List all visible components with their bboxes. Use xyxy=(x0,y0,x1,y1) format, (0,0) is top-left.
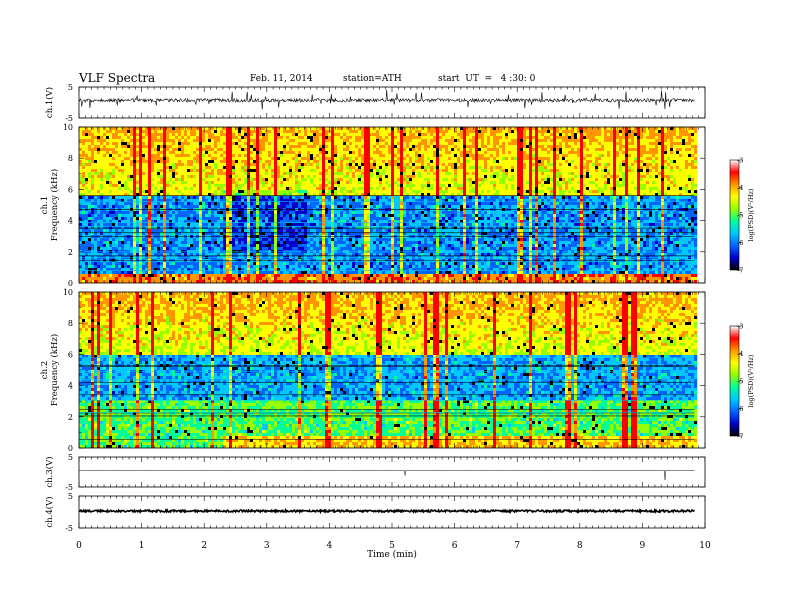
x-tick-label: 3 xyxy=(264,541,270,551)
station-label: station=ATH xyxy=(343,74,402,84)
ch1-waveform-ylabel: ch.1(V) xyxy=(44,87,55,118)
y-tick-label: -5 xyxy=(65,524,73,533)
x-tick-label: 1 xyxy=(139,541,145,551)
y-tick-label: 5 xyxy=(68,83,73,92)
colorbar-tick-label: -5 xyxy=(737,378,743,386)
colorbar-tick-label: -6 xyxy=(737,405,743,413)
colorbar-tick-label: -3 xyxy=(737,323,743,331)
y-tick-label: 2 xyxy=(68,413,73,422)
x-tick-label: 5 xyxy=(389,541,395,551)
x-tick-label: 6 xyxy=(452,541,458,551)
colorbar-label: log(PSD)(V²/Hz) xyxy=(747,188,755,241)
ch2-spectrogram-ylabel: ch.2 xyxy=(40,361,50,379)
x-axis-label: Time (min) xyxy=(367,549,417,560)
y-tick-label: -5 xyxy=(65,483,73,492)
y-tick-label: 6 xyxy=(68,185,73,194)
x-tick-label: 8 xyxy=(577,541,583,551)
figure-title: VLF Spectra xyxy=(79,71,155,85)
ch1-spectrogram-ylabel: ch.1 xyxy=(40,196,50,214)
x-tick-label: 2 xyxy=(201,541,207,551)
y-tick-label: 10 xyxy=(63,288,73,297)
ch3-waveform-line xyxy=(78,469,695,480)
x-tick-label: 10 xyxy=(699,541,711,551)
colorbar-tick-label: -6 xyxy=(737,239,743,247)
y-tick-label: 0 xyxy=(68,279,73,288)
y-tick-label: 6 xyxy=(68,350,73,359)
y-tick-label: 0 xyxy=(68,444,73,453)
ch1-spectrogram-image xyxy=(79,127,698,283)
ch2-spectrogram-ylabel: Frequency (kHz) xyxy=(49,334,60,406)
start-time-label: start UT = 4 :30: 0 xyxy=(438,74,535,84)
ch1-spectrogram-ylabel: Frequency (kHz) xyxy=(49,169,60,241)
y-tick-label: 2 xyxy=(68,248,73,257)
x-tick-label: 4 xyxy=(327,541,333,551)
y-tick-label: -5 xyxy=(65,114,73,123)
y-tick-label: 8 xyxy=(68,319,73,328)
y-tick-label: 4 xyxy=(68,382,73,391)
y-tick-label: 10 xyxy=(63,123,73,132)
ch2-spectrogram-image xyxy=(79,292,698,448)
colorbar-tick-label: -3 xyxy=(737,157,743,165)
colorbar-tick-label: -4 xyxy=(737,184,743,192)
y-tick-label: 5 xyxy=(68,492,73,501)
colorbar-tick-label: -7 xyxy=(737,433,743,441)
ch3-waveform-ylabel: ch.3(V) xyxy=(44,456,55,487)
y-tick-label: 8 xyxy=(68,154,73,163)
x-tick-label: 0 xyxy=(76,541,82,551)
ch4-waveform-line xyxy=(78,507,696,515)
x-tick-label: 7 xyxy=(514,541,520,551)
date-label: Feb. 11, 2014 xyxy=(250,74,313,84)
colorbar-tick-label: -4 xyxy=(737,350,743,358)
ch4-waveform-ylabel: ch.4(V) xyxy=(44,496,55,527)
x-tick-label: 9 xyxy=(640,541,646,551)
y-tick-label: 4 xyxy=(68,217,73,226)
ch1-waveform-line xyxy=(78,89,695,110)
colorbar-tick-label: -7 xyxy=(737,267,743,275)
y-tick-label: 5 xyxy=(68,453,73,462)
colorbar-tick-label: -5 xyxy=(737,212,743,220)
colorbar-label: log(PSD)(V²/Hz) xyxy=(747,354,755,407)
